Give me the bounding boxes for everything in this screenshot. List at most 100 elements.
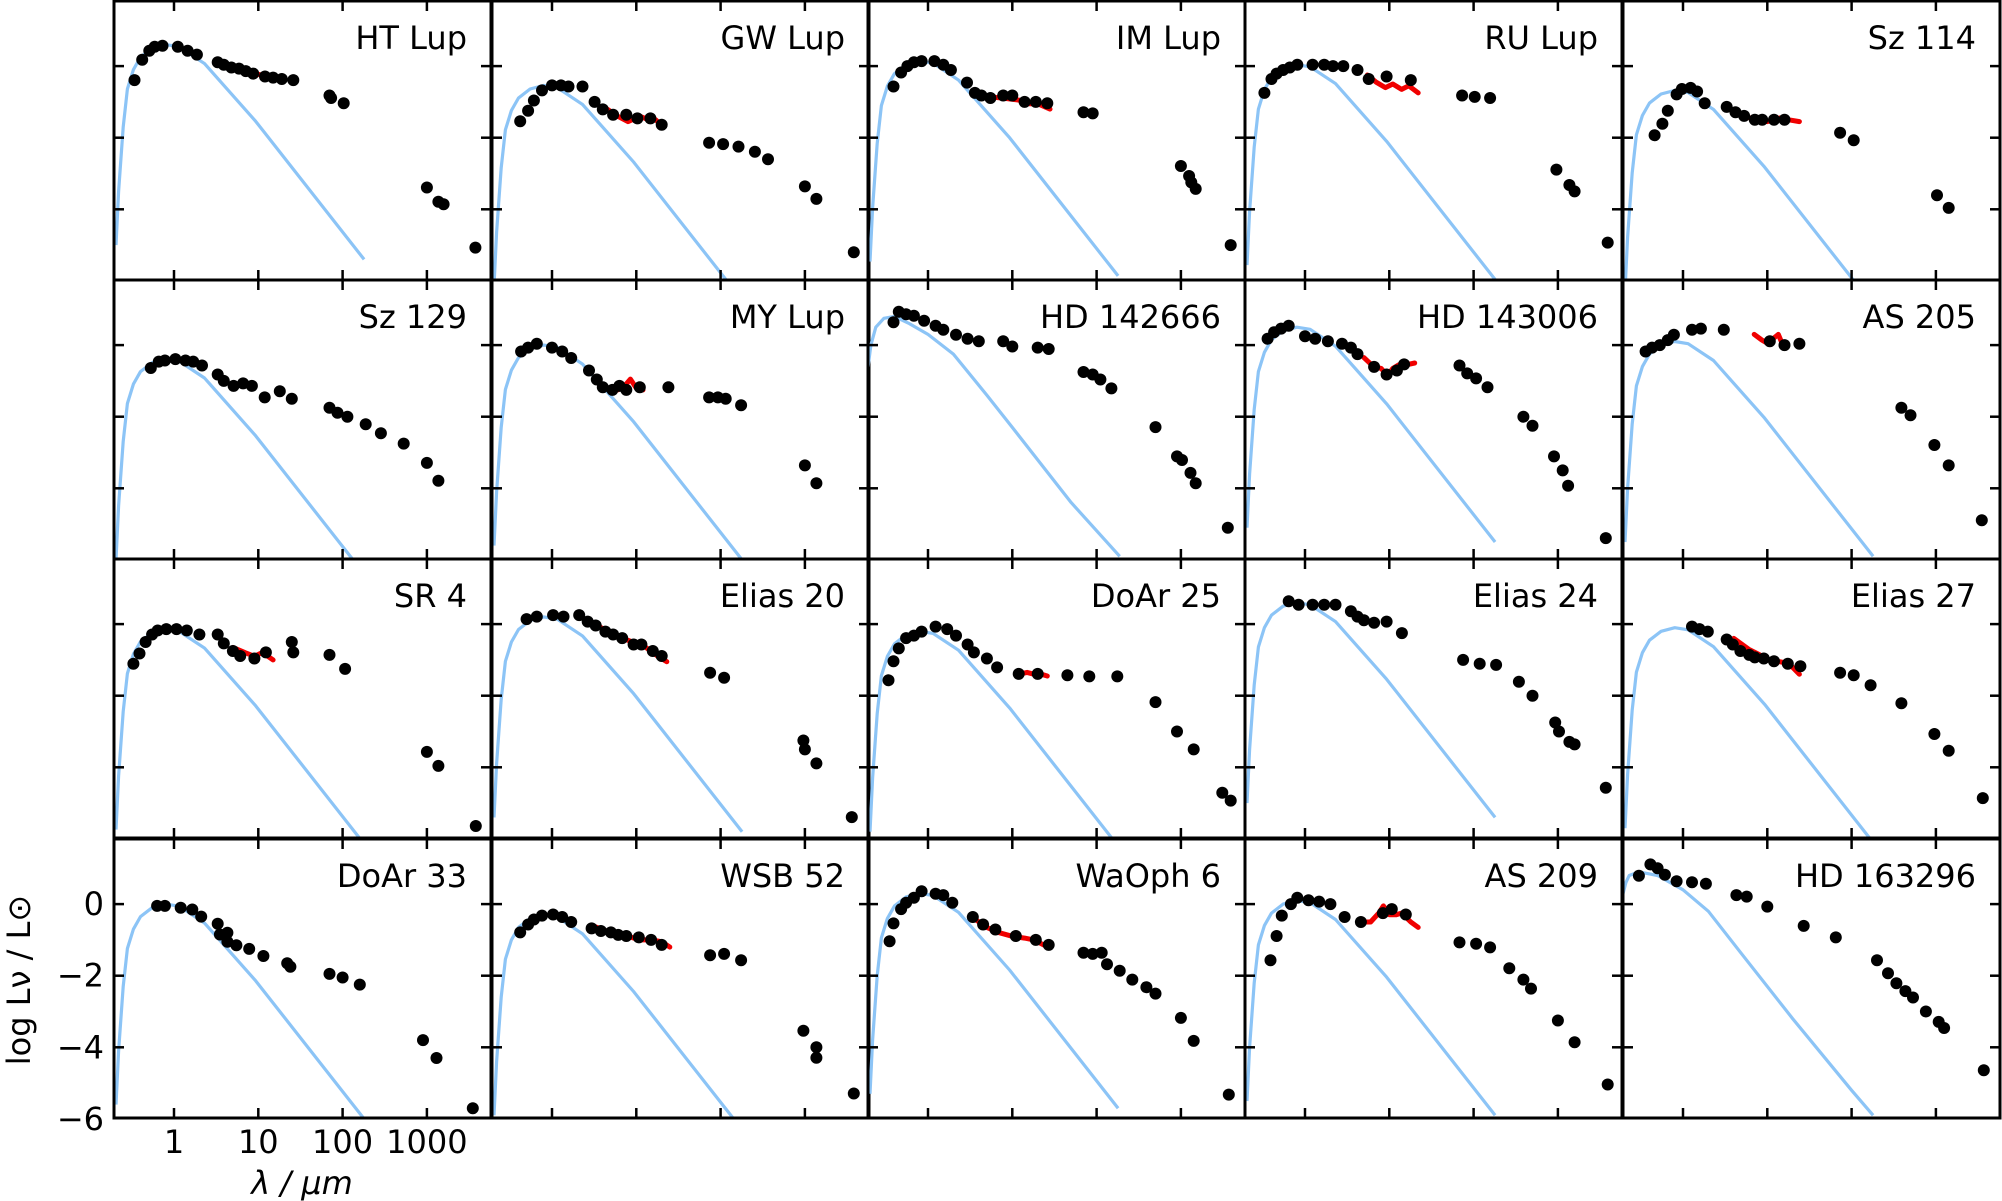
photometry-point — [798, 459, 811, 472]
photometry-point — [887, 655, 900, 668]
photometry-point — [1086, 947, 1099, 960]
photometry-point — [1171, 725, 1183, 738]
spectrum-line — [1364, 72, 1421, 96]
photometry-point — [704, 666, 717, 679]
photometry-point — [1380, 70, 1393, 83]
y-tick-label: −6 — [57, 1100, 104, 1138]
panel-title: Elias 24 — [1473, 577, 1598, 615]
photometry-point — [847, 246, 860, 259]
photometry-point — [1302, 894, 1315, 907]
photometry-point — [1942, 201, 1955, 214]
panel-title: MY Lup — [730, 298, 845, 336]
panel: RU Lup — [1243, 0, 1624, 282]
panel-plot-area — [114, 899, 479, 1118]
photometry-point — [1189, 477, 1202, 490]
photometry-point — [1174, 1011, 1187, 1024]
photometry-point — [323, 648, 336, 661]
photometry-point — [1470, 937, 1483, 950]
photometry-point — [975, 89, 988, 102]
photometry-point — [1282, 595, 1295, 608]
photometry-point — [1730, 889, 1743, 902]
photometry-point — [1111, 670, 1124, 683]
photometry-point — [287, 646, 300, 659]
photometry-point — [655, 650, 668, 662]
panel-plot-area — [114, 39, 482, 261]
panel-plot-area — [492, 908, 860, 1118]
photometry-point — [918, 314, 931, 327]
model-photosphere-line — [1245, 325, 1497, 543]
panel-plot-area — [1245, 319, 1612, 545]
photometry-point — [1503, 962, 1516, 975]
photometry-point — [1222, 1088, 1235, 1101]
photometry-point — [466, 1102, 479, 1115]
photometry-point — [546, 79, 558, 92]
photometry-point — [635, 638, 648, 651]
photometry-point — [221, 935, 234, 948]
photometry-point — [1275, 909, 1288, 922]
photometry-point — [1549, 716, 1562, 729]
x-axis-label: λ / μm — [249, 1164, 353, 1201]
panel-title: IM Lup — [1116, 19, 1221, 57]
panel: MY Lup — [490, 278, 871, 561]
panel-title: WSB 52 — [720, 857, 845, 895]
photometry-point — [1113, 964, 1126, 977]
photometry-point — [937, 323, 950, 336]
photometry-point — [420, 745, 433, 758]
photometry-point — [536, 84, 548, 97]
panel-plot-area — [1245, 58, 1614, 280]
photometry-point — [1216, 786, 1229, 799]
photometry-point — [980, 652, 993, 665]
photometry-point — [810, 192, 823, 205]
photometry-point — [247, 67, 260, 80]
photometry-point — [1686, 323, 1698, 336]
photometry-point — [258, 391, 271, 404]
photometry-point — [1931, 189, 1943, 202]
model-photosphere-line — [1623, 88, 1856, 280]
photometry-point — [1282, 319, 1295, 332]
photometry-point — [1675, 83, 1688, 95]
photometry-point — [1291, 58, 1304, 71]
photometry-point — [1781, 657, 1794, 670]
photometry-point — [1568, 738, 1581, 751]
photometry-point — [718, 671, 731, 684]
photometry-point — [887, 917, 900, 930]
photometry-point — [1306, 598, 1319, 611]
photometry-point — [1667, 328, 1680, 341]
panel-title: Sz 129 — [359, 298, 467, 336]
photometry-point — [1601, 236, 1614, 249]
photometry-point — [1368, 616, 1381, 629]
photometry-point — [1761, 900, 1774, 913]
photometry-point — [193, 628, 206, 641]
photometry-point — [1976, 792, 1989, 805]
panel-title: HD 143006 — [1417, 298, 1598, 336]
photometry-point — [556, 345, 569, 358]
photometry-point — [967, 646, 980, 659]
photometry-point — [588, 95, 601, 108]
photometry-point — [156, 39, 169, 52]
photometry-point — [798, 743, 811, 756]
photometry-point — [1338, 911, 1351, 923]
photometry-point — [607, 108, 620, 121]
panel: DoAr 25 — [866, 557, 1247, 840]
panel-title: Sz 114 — [1868, 19, 1976, 57]
model-photosphere-line — [114, 42, 366, 261]
photometry-point — [1694, 322, 1707, 335]
photometry-point — [1126, 973, 1139, 986]
photometry-point — [887, 316, 900, 329]
y-tick-label: 0 — [84, 885, 104, 923]
photometry-point — [1404, 74, 1417, 87]
panel-plot-area — [1623, 81, 1955, 280]
photometry-point — [1977, 1064, 1990, 1077]
photometry-point — [234, 650, 247, 662]
photometry-point — [1006, 89, 1019, 102]
photometry-point — [158, 354, 171, 367]
photometry-point — [1942, 459, 1955, 472]
photometry-point — [160, 623, 173, 636]
photometry-point — [339, 662, 352, 675]
photometry-point — [1176, 454, 1188, 466]
panel-title: WaOph 6 — [1075, 857, 1221, 895]
panel: SR 4 — [112, 557, 493, 840]
photometry-point — [1398, 358, 1411, 371]
panel-title: AS 205 — [1863, 298, 1976, 336]
panels: HT Lup GW Lup IM Lup RU Lup Sz 114 Sz 129 MY L… — [57, 0, 2002, 1161]
